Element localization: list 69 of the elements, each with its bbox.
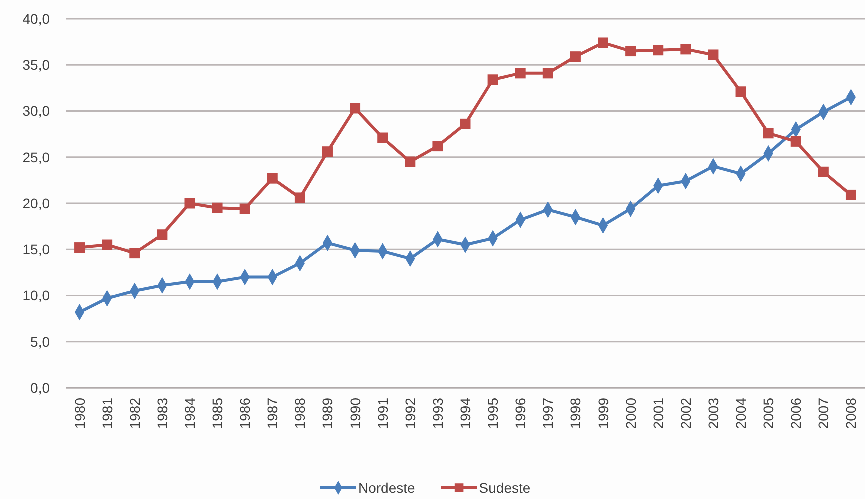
x-tick-label: 1999	[595, 398, 612, 430]
x-tick-label: 1981	[99, 398, 116, 430]
y-tick-label: 0,0	[30, 380, 50, 396]
point	[708, 50, 719, 60]
point	[350, 103, 361, 114]
x-tick-label: 1997	[540, 398, 556, 430]
x-tick-label: 1992	[402, 398, 418, 430]
x-tick-label: 2008	[843, 398, 860, 430]
point	[680, 44, 692, 55]
x-tick-label: 2006	[788, 398, 804, 430]
x-tick-label: 1990	[347, 398, 364, 430]
point	[846, 190, 856, 200]
point	[515, 68, 526, 79]
legend-label: Nordeste	[358, 480, 416, 496]
y-tick-label: 20,0	[22, 195, 50, 212]
point	[542, 68, 554, 79]
point	[736, 86, 746, 98]
point	[488, 74, 498, 86]
point	[322, 146, 333, 158]
point	[653, 45, 664, 56]
x-tick-label: 1982	[126, 398, 143, 430]
point	[184, 198, 196, 209]
x-tick-label: 1993	[430, 398, 446, 430]
point	[790, 136, 802, 147]
point	[102, 240, 113, 250]
x-tick-label: 1983	[154, 398, 170, 430]
y-tick-label: 30,0	[22, 103, 50, 120]
point	[240, 204, 250, 214]
x-tick-label: 1989	[320, 398, 336, 430]
x-tick-label: 1995	[485, 398, 502, 430]
x-tick-label: 2004	[733, 398, 750, 430]
x-tick-label: 1988	[292, 398, 308, 430]
x-tick-label: 1985	[210, 398, 226, 430]
x-tick-label: 1980	[72, 398, 88, 430]
x-tick-label: 1994	[458, 398, 474, 430]
x-tick-label: 2007	[816, 398, 832, 430]
point	[432, 141, 444, 152]
point	[763, 128, 774, 139]
y-tick-label: 35,0	[22, 57, 50, 74]
y-tick-label: 5,0	[30, 334, 50, 350]
point	[570, 52, 581, 62]
x-tick-label: 2000	[622, 398, 639, 430]
point	[626, 46, 636, 57]
x-tick-label: 1987	[264, 398, 281, 430]
point	[460, 118, 471, 130]
legend-label: Sudeste	[479, 480, 531, 496]
y-tick-label: 25,0	[22, 149, 50, 166]
y-tick-label: 15,0	[22, 242, 50, 258]
point	[74, 242, 86, 254]
point	[818, 166, 829, 178]
x-tick-label: 2002	[678, 398, 694, 430]
x-tick-label: 2001	[650, 398, 666, 430]
point	[267, 173, 278, 184]
point	[598, 38, 609, 48]
y-tick-label: 40,0	[22, 10, 50, 27]
x-tick-label: 2005	[760, 398, 777, 430]
point	[378, 132, 388, 144]
x-tick-label: 1984	[182, 398, 198, 430]
x-tick-label: 2003	[705, 398, 722, 430]
point	[130, 248, 140, 259]
point	[294, 192, 306, 204]
y-tick-label: 10,0	[22, 288, 50, 304]
x-tick-label: 1991	[374, 398, 391, 430]
x-tick-label: 1998	[568, 398, 584, 430]
point	[405, 156, 416, 168]
point	[212, 202, 223, 214]
x-tick-label: 1996	[512, 398, 529, 430]
point	[157, 230, 168, 240]
x-tick-label: 1986	[237, 398, 254, 430]
